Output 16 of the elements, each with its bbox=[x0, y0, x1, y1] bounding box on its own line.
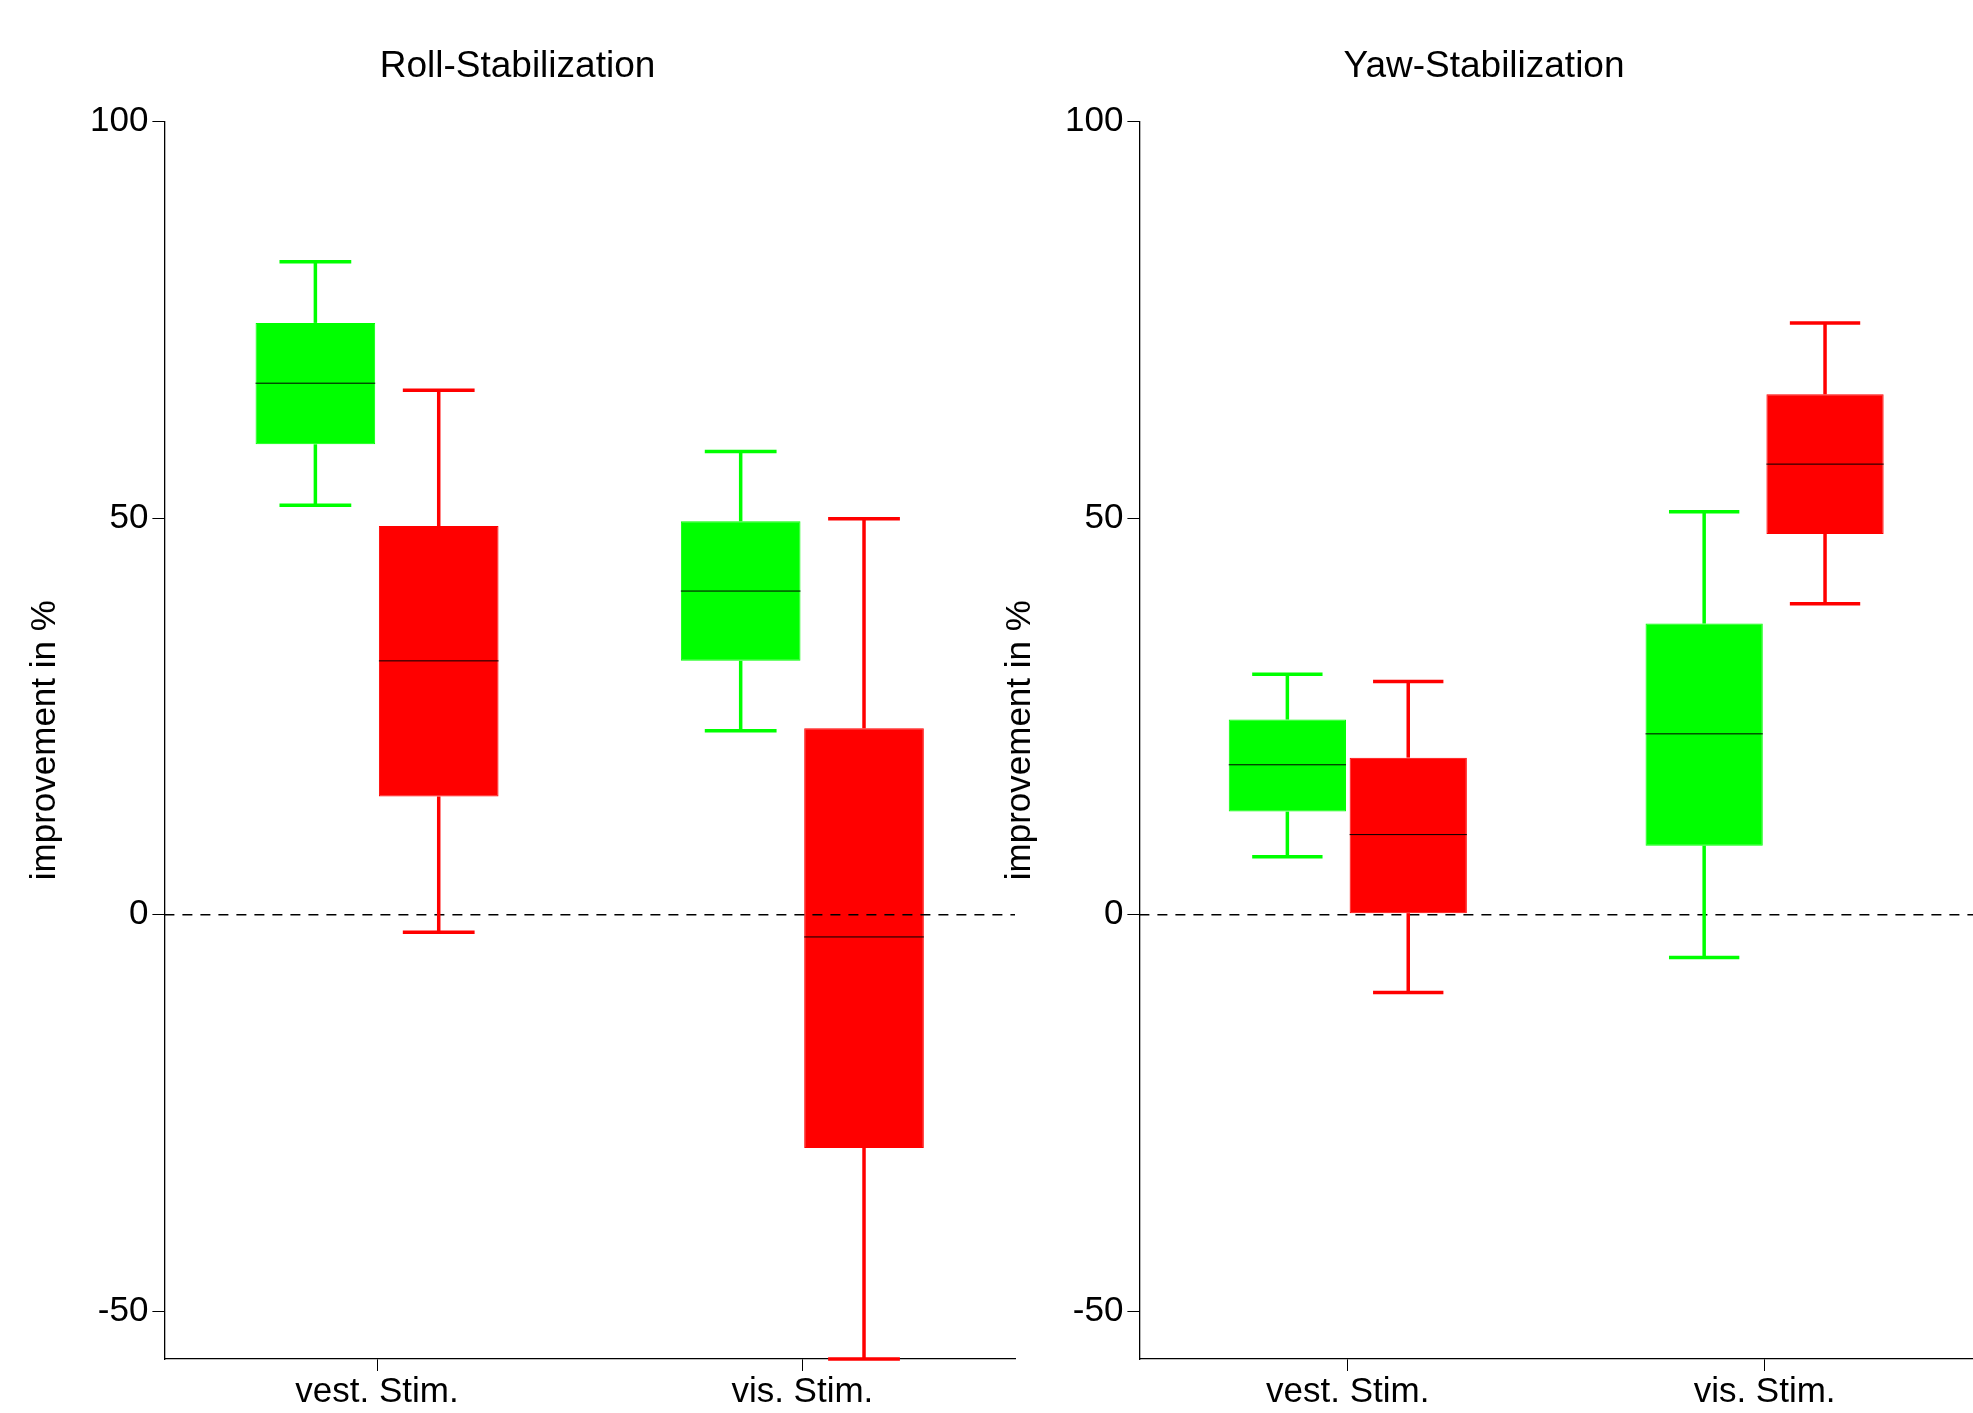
x-tick-label: vest. Stim. bbox=[295, 1369, 459, 1409]
chart-title: Yaw-Stabilization bbox=[1343, 44, 1625, 86]
x-tick-label: vest. Stim. bbox=[1266, 1369, 1430, 1409]
y-tick-label: 0 bbox=[128, 892, 149, 932]
y-tick-label: 100 bbox=[89, 99, 149, 139]
y-tick-label: -50 bbox=[97, 1289, 149, 1329]
y-axis-title: improvement in % bbox=[997, 600, 1037, 881]
y-axis-title: improvement in % bbox=[22, 600, 62, 881]
y-tick-label: 0 bbox=[1103, 892, 1124, 932]
y-tick-label: -50 bbox=[1072, 1289, 1124, 1329]
x-tick-label: vis. Stim. bbox=[1693, 1369, 1836, 1409]
x-tick-label: vis. Stim. bbox=[731, 1369, 874, 1409]
y-tick-label: 50 bbox=[109, 495, 149, 535]
y-tick-label: 100 bbox=[1064, 99, 1124, 139]
chart-title: Roll-Stabilization bbox=[379, 44, 656, 86]
y-tick-label: 50 bbox=[1084, 495, 1124, 535]
